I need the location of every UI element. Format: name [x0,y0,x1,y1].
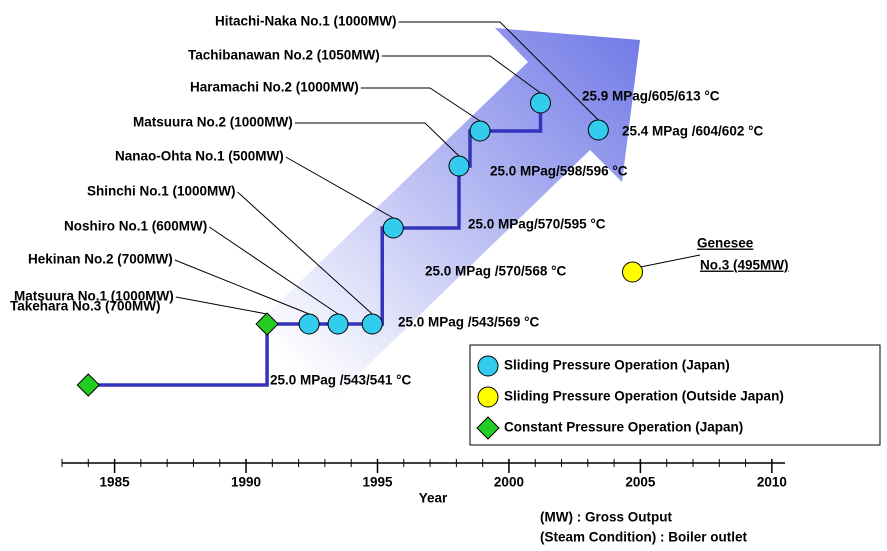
leader-line [174,259,310,315]
plant-label: Tachibanawan No.2 (1050MW) [188,48,380,63]
note: (MW) : Gross Output [540,510,672,525]
plant-label: Haramachi No.2 (1000MW) [190,80,359,95]
step-line [88,103,543,387]
leader-line [294,122,460,157]
diamond-marker [476,416,500,440]
plant-label: Genesee [697,236,754,251]
plant-label: No.3 (495MW) [700,258,789,273]
circle-marker [477,386,499,408]
legend-box [469,344,881,446]
steam-condition: 25.0 MPag /570/568 °C [425,264,566,279]
steam-condition: 25.0 MPag/570/595 °C [468,217,606,232]
x-tick-label: 2005 [625,475,656,490]
plant-label: Matsuura No.1 (1000MW) [14,289,174,304]
legend-label: Constant Pressure Operation (Japan) [504,420,743,435]
plant-label: Noshiro No.1 (600MW) [64,219,207,234]
plant-label: Shinchi No.1 (1000MW) [87,184,236,199]
plant-label: Hitachi-Naka No.1 (1000MW) [215,14,397,29]
steam-condition: 25.0 MPag/598/596 °C [490,164,628,179]
leader-line [237,191,373,315]
circle-marker [327,313,349,335]
steam-condition: 25.0 MPag /543/569 °C [398,315,539,330]
plant-label: Hekinan No.2 (700MW) [28,252,173,267]
x-tick-label: 2000 [494,475,524,490]
circle-marker [529,92,551,114]
steam-condition: 25.4 MPag /604/602 °C [622,124,763,139]
circle-marker [382,217,404,239]
diamond-marker [76,373,100,397]
leader-line [640,254,701,268]
leader-line [381,55,541,94]
steam-condition: 25.0 MPag /543/541 °C [270,373,411,388]
note: (Steam Condition) : Boiler outlet [540,530,747,545]
leader-line [175,296,268,315]
leader-line [360,87,481,122]
steam-condition: 25.9 MPag/605/613 °C [582,89,720,104]
circle-marker [477,355,499,377]
leader-line [398,21,599,121]
x-tick-label: 1990 [231,475,261,490]
legend-label: Sliding Pressure Operation (Outside Japa… [504,389,784,404]
legend-label: Sliding Pressure Operation (Japan) [504,358,730,373]
x-tick-label: 1985 [100,475,131,490]
circle-marker [469,120,491,142]
plant-label: Matsuura No.2 (1000MW) [133,115,293,130]
trend-arrow [250,28,640,402]
circle-marker [448,155,470,177]
leader-line [285,156,394,219]
circle-marker [298,313,320,335]
circle-marker [622,261,644,283]
diamond-marker [255,312,279,336]
circle-marker [361,313,383,335]
x-tick-label: 2010 [757,475,787,490]
circle-marker [587,119,609,141]
leader-line [208,226,339,315]
plant-label: Nanao-Ohta No.1 (500MW) [115,149,284,164]
x-tick-label: 1995 [362,475,393,490]
plant-label: Takehara No.3 (700MW) [10,299,161,314]
x-axis-label: Year [419,491,448,506]
